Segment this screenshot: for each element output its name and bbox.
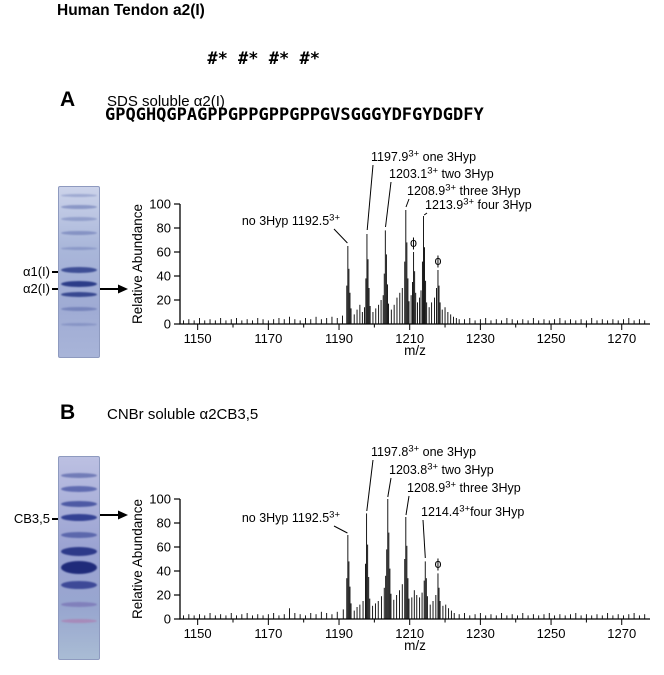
x-tick-label: 1210 xyxy=(395,331,424,346)
annotation-leader-line xyxy=(333,525,348,534)
x-tick-label: 1250 xyxy=(537,331,566,346)
annotation-leader-line xyxy=(366,164,374,231)
panel-b-letter: B xyxy=(60,401,76,424)
gel-band-tick xyxy=(52,271,58,273)
gel-band xyxy=(61,217,97,222)
peak-annotation: 1203.83+ two 3Hyp xyxy=(389,462,494,478)
x-tick-label: 1170 xyxy=(254,331,282,346)
y-tick-label: 100 xyxy=(149,492,171,507)
gel-band xyxy=(61,501,97,508)
x-axis-label: m/z xyxy=(404,638,426,653)
y-tick-label: 0 xyxy=(164,317,171,332)
x-tick-label: 1150 xyxy=(184,626,212,641)
annotation-leader-line xyxy=(366,459,374,512)
gel-band-label-alpha1: α1(I) xyxy=(22,264,50,279)
x-tick-label: 1230 xyxy=(466,626,495,641)
y-axis-label: Relative Abundance xyxy=(130,499,145,619)
peak-annotation: 1214.43+four 3Hyp xyxy=(421,504,524,520)
sequence-modification-marks: #* #* #* #* xyxy=(105,49,320,69)
annotation-leader-line xyxy=(333,228,348,244)
x-tick-label: 1230 xyxy=(466,331,495,346)
y-tick-label: 80 xyxy=(157,221,171,236)
y-axis-label: Relative Abundance xyxy=(130,204,145,324)
x-tick-label: 1270 xyxy=(607,331,636,346)
peak-annotation: ϕ xyxy=(434,254,441,268)
x-tick-label: 1250 xyxy=(537,626,566,641)
gel-band-label-alpha2: α2(I) xyxy=(22,281,50,296)
gel-band xyxy=(61,547,97,557)
gel-band-tick xyxy=(52,518,58,520)
y-tick-label: 40 xyxy=(157,564,171,579)
peak-annotation: 1203.13+ two 3Hyp xyxy=(389,166,494,182)
y-tick-label: 100 xyxy=(149,197,171,212)
gel-band xyxy=(61,205,97,210)
y-tick-label: 80 xyxy=(157,516,171,531)
y-tick-label: 60 xyxy=(157,245,171,260)
x-tick-label: 1170 xyxy=(254,626,282,641)
x-tick-label: 1190 xyxy=(325,626,353,641)
mass-spectrum-a: 0 20 40 60 80 100 1150 1170 1190 1210 1230 1250 1270… xyxy=(130,149,650,358)
x-tick-label: 1150 xyxy=(184,331,212,346)
gel-band xyxy=(61,618,97,623)
sequence-residues: GPQGHQGPAGPPGPPGPPGPPGVSGGGYDFGYDGDFY xyxy=(105,105,484,125)
y-tick-label: 60 xyxy=(157,540,171,555)
y-tick-label: 20 xyxy=(157,588,171,603)
peak-annotation: 1208.93+ three 3Hyp xyxy=(407,183,521,199)
annotation-leader-line xyxy=(422,519,426,559)
gel-band xyxy=(61,323,97,327)
annotation-leader-line xyxy=(385,181,392,228)
x-tick-label: 1190 xyxy=(325,331,353,346)
gel-band xyxy=(61,246,97,250)
sequence-block: #* #* #* #* GPQGHQGPAGPPGPPGPPGPPGVSGGGY… xyxy=(105,12,484,165)
annotation-leader-line xyxy=(405,198,410,208)
gel-band xyxy=(61,280,97,287)
gel-band xyxy=(61,514,97,522)
peak-annotation: 1197.93+ one 3Hyp xyxy=(371,149,476,165)
gel-band xyxy=(61,486,97,493)
gel-band xyxy=(61,291,97,297)
gel-band xyxy=(61,601,97,607)
y-tick-label: 0 xyxy=(164,612,171,627)
gel-band xyxy=(61,560,97,574)
gel-band xyxy=(61,472,97,478)
peak-annotation: 1208.93+ three 3Hyp xyxy=(407,480,521,496)
peak-annotation: no 3Hyp 1192.53+ xyxy=(242,213,341,229)
sds-gel-image xyxy=(58,186,100,358)
gel-band xyxy=(61,267,97,274)
y-tick-label: 20 xyxy=(157,293,171,308)
gel-band-label-cb35: CB3,5 xyxy=(13,511,50,526)
peak-annotation: 1213.93+ four 3Hyp xyxy=(425,197,532,213)
panel-a-letter: A xyxy=(60,88,76,111)
gel-band xyxy=(61,230,97,235)
annotation-leader-line xyxy=(405,495,410,516)
gel-band xyxy=(61,531,97,538)
gel-band xyxy=(61,194,97,197)
annotation-leader-line xyxy=(387,477,392,498)
cnbr-gel-image xyxy=(58,456,100,660)
gel-band-tick xyxy=(52,288,58,290)
figure-title: Human Tendon a2(I) xyxy=(57,2,205,19)
panel-a-title: SDS soluble α2(I) xyxy=(107,93,225,110)
gel-band xyxy=(61,307,97,312)
peak-annotation: ϕ xyxy=(434,557,441,571)
right-arrow-icon xyxy=(100,284,128,294)
x-tick-label: 1270 xyxy=(607,626,636,641)
right-arrow-icon xyxy=(100,510,128,520)
x-tick-label: 1210 xyxy=(395,626,424,641)
mass-spectrum-b: 0 20 40 60 80 100 1150 1170 1190 1210 1230 1250 1270… xyxy=(130,444,650,653)
peak-annotation: ϕ xyxy=(410,236,417,250)
x-axis-label: m/z xyxy=(404,343,426,358)
gel-band xyxy=(61,581,97,590)
annotation-leader-line xyxy=(423,212,428,216)
y-tick-label: 40 xyxy=(157,269,171,284)
panel-b-title: CNBr soluble α2CB3,5 xyxy=(107,406,259,423)
peak-annotation: 1197.83+ one 3Hyp xyxy=(371,444,476,460)
peak-annotation: no 3Hyp 1192.53+ xyxy=(242,510,341,526)
